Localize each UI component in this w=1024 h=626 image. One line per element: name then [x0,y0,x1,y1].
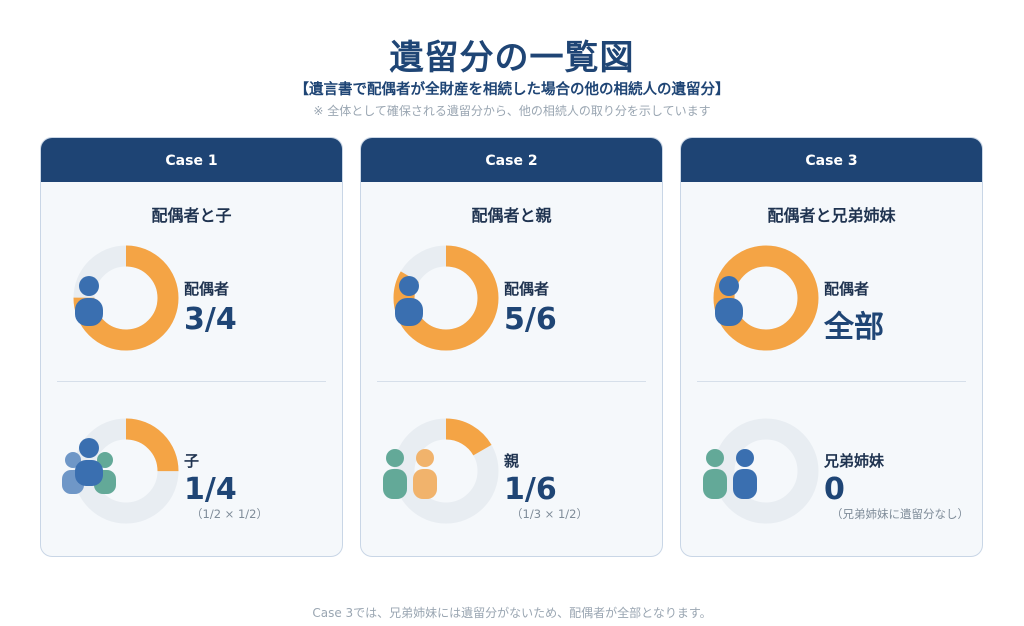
spouse-person-icon [715,276,743,326]
case-header: Case 3 [681,138,982,182]
divider [377,381,646,382]
other-share-arc [393,418,499,524]
siblings-icon [703,449,757,499]
other-share-donut [713,418,819,524]
spouse-label: 配偶者 [184,280,230,298]
page-subtitle: 【遺言書で配偶者が全財産を相続した場合の他の相続人の遺留分】 [294,82,730,98]
spouse-value: 5/6 [504,302,557,337]
spouse-share-donut [393,245,499,351]
other-value: 0 [824,472,845,507]
spouse-person-icon [75,276,103,326]
other-value: 1/6 [504,472,557,507]
spouse-label: 配偶者 [504,280,550,298]
other-label: 親 [504,452,520,470]
other-share-donut [393,418,499,524]
other-value: 1/4 [184,472,237,507]
spouse-share-arc [393,245,499,351]
spouse-person-icon [395,276,423,326]
other-share-arc [73,418,179,524]
case-header: Case 2 [361,138,662,182]
children-icon [62,438,116,494]
other-calc: （兄弟姉妹に遺留分なし） [831,507,969,521]
spouse-share-arc [73,245,179,351]
spouse-label: 配偶者 [824,280,870,298]
case-title: 配偶者と親 [471,206,552,225]
other-calc: （1/2 × 1/2） [191,507,268,521]
other-calc: （1/3 × 1/2） [511,507,588,521]
parents-icon [383,449,437,499]
case-card-1: Case 1 配偶者と子 配偶者 3/4 子 1/4 （1/2 × 1/2） [40,137,343,557]
case-card-2: Case 2 配偶者と親 配偶者 5/6 親 1/6 （1/3 × 1/2） [360,137,663,557]
other-label: 子 [184,452,200,470]
case-header: Case 1 [41,138,342,182]
spouse-value: 全部 [824,310,884,345]
case-card-3: Case 3 配偶者と兄弟姉妹 配偶者 全部 兄弟姉妹 0 （兄弟姉妹に遺留分な… [680,137,983,557]
spouse-value: 3/4 [184,302,237,337]
page-title: 遺留分の一覧図 [389,38,635,78]
footer-note: Case 3では、兄弟姉妹には遺留分がないため、配偶者が全部となります。 [312,606,712,620]
page-note: ※ 全体として確保される遺留分から、他の相続人の取り分を示しています [313,104,711,118]
case-title: 配偶者と兄弟姉妹 [767,206,896,225]
spouse-share-arc [713,245,819,351]
case-title: 配偶者と子 [151,206,232,225]
spouse-share-donut [73,245,179,351]
donut-track [713,418,819,524]
divider [57,381,326,382]
divider [697,381,966,382]
spouse-share-donut [713,245,819,351]
other-label: 兄弟姉妹 [824,452,885,470]
